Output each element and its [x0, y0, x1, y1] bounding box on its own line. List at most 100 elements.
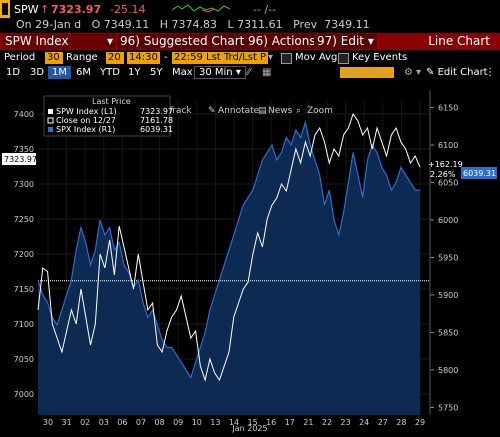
settings-icon[interactable]: ⚙ — [404, 67, 413, 78]
interval-select[interactable]: 30 Min ▾ — [194, 66, 246, 79]
chart-type-title: Line Chart — [428, 34, 490, 48]
index-label[interactable]: SPW Index ▾ — [2, 34, 117, 49]
sparkline-icon — [172, 4, 231, 13]
menu-bar: SPW Index ▾ 96) Suggested Charts ▾ 96) A… — [0, 33, 500, 50]
range-label: Range — [66, 52, 98, 63]
price-change: -25.14 — [110, 3, 146, 16]
left-tick-label: 7350 — [14, 145, 34, 154]
tab-ytd[interactable]: YTD — [100, 67, 120, 78]
chevron-down-icon[interactable]: ▾ — [268, 52, 274, 63]
legend-swatch-spx — [48, 127, 53, 132]
left-tick-label: 7400 — [14, 110, 34, 119]
x-tick-label: 07 — [136, 418, 146, 427]
x-tick-label: 28 — [396, 418, 406, 427]
x-tick-label: 30 — [43, 418, 53, 427]
legend-swatch-close — [47, 117, 54, 124]
x-tick-label: 24 — [359, 418, 369, 427]
price-chart[interactable]: 7000 7050 7100 7150 7200 7250 7300 7350 7400 575… — [0, 78, 500, 437]
tab-1y[interactable]: 1Y — [128, 67, 141, 78]
mov-avgs-checkbox[interactable] — [281, 53, 292, 64]
chevron-down-icon: ▾ — [106, 34, 113, 48]
zoom-tool[interactable]: Zoom — [307, 106, 333, 116]
range-input[interactable]: 20 — [106, 52, 124, 64]
change-pct-annotation: 2.26% — [430, 170, 456, 179]
key-events-checkbox[interactable] — [338, 53, 349, 64]
symbol[interactable]: SPW — [14, 3, 39, 16]
chevron-down-icon: ▾ — [367, 34, 374, 48]
spw-series-line — [37, 112, 421, 382]
x-tick-label: 15 — [248, 418, 258, 427]
spx-current-badge — [461, 167, 497, 179]
chevron-down-icon: ▾ — [235, 67, 241, 78]
right-tick-label: 5900 — [438, 291, 458, 300]
last-price: 7323.97 — [51, 3, 102, 16]
time-to-input[interactable]: 22:59 — [172, 52, 205, 64]
tab-max[interactable]: Max — [172, 67, 193, 78]
legend-value-spw: 7323.97 — [140, 107, 173, 116]
mov-avgs-label: Mov Avgs — [295, 52, 343, 63]
spx-current-label: 6039.31 — [463, 169, 496, 178]
right-tick-label: 5950 — [438, 254, 458, 263]
pencil-icon: ✎ — [208, 106, 216, 116]
right-axis: 5750 5800 5850 5900 5950 6000 6050 6100 6150 — [429, 90, 458, 415]
line-style-icon[interactable]: ⁄⁄ — [247, 67, 251, 78]
x-tick-label: 13 — [210, 418, 220, 427]
right-tick-label: 6100 — [438, 141, 458, 150]
tab-5y[interactable]: 5Y — [150, 67, 163, 78]
key-events-label: Key Events — [352, 52, 408, 63]
x-tick-label: 03 — [99, 418, 109, 427]
edit-chart-button[interactable]: ✎ Edit Chart — [426, 67, 488, 78]
bid-ask-placeholder: -- /-- — [253, 3, 277, 16]
ohlc-line: On 29-Jan d O 7349.11 H 7374.83 L 7311.6… — [0, 18, 500, 46]
legend-label-close: Close on 12/27 — [56, 116, 116, 125]
annotate-tool[interactable]: Annotate — [218, 106, 260, 116]
news-icon: ▤ — [258, 106, 267, 116]
tab-6m[interactable]: 6M — [76, 67, 91, 78]
add-data-input[interactable]: Add Data — [340, 67, 394, 78]
track-tool[interactable]: Track — [167, 106, 192, 116]
chevron-down-icon[interactable]: ▾ — [416, 67, 422, 78]
time-from-input[interactable]: 14:30 — [127, 52, 160, 64]
x-tick-label: 06 — [117, 418, 127, 427]
left-tick-label: 7250 — [14, 215, 34, 224]
trend-arrow-icon: ↑ — [40, 3, 50, 16]
x-tick-label: 31 — [62, 418, 72, 427]
left-tick-label: 7050 — [14, 355, 34, 364]
right-tick-label: 6000 — [438, 216, 458, 225]
left-tick-label: 7200 — [14, 250, 34, 259]
right-tick-label: 6150 — [438, 104, 458, 113]
x-tick-label: 27 — [378, 418, 388, 427]
ohlc-text: On 29-Jan d O 7349.11 H 7374.83 L 7311.6… — [16, 18, 370, 31]
x-tick-label: 10 — [192, 418, 202, 427]
timeframe-tabs: 1D 3D 1M 6M YTD 1Y 5Y Max 30 Min ▾ ⁄⁄ ▦ … — [0, 66, 500, 79]
change-annotation: +162.19 — [428, 160, 463, 169]
actions-menu[interactable]: 96) Actions ▾ — [245, 34, 330, 49]
x-tick-label: 23 — [341, 418, 351, 427]
ticker-badge-icon — [0, 0, 10, 18]
price-type-select[interactable]: Lst Trd/Lst P — [204, 52, 269, 64]
grid-icon[interactable]: ▦ — [262, 67, 272, 78]
period-label: Period — [4, 52, 36, 63]
tab-3d[interactable]: 3D — [30, 67, 45, 78]
legend-title: Last Price — [92, 97, 131, 106]
left-tick-label: 7150 — [14, 285, 34, 294]
x-tick-label: 22 — [322, 418, 332, 427]
tab-1d[interactable]: 1D — [6, 67, 21, 78]
right-tick-label: 5800 — [438, 366, 458, 375]
legend-value-spx: 6039.31 — [140, 125, 173, 134]
left-tick-label: 7000 — [14, 390, 34, 399]
x-tick-label: 16 — [266, 418, 276, 427]
legend-label-spw: SPW Index (L1) — [56, 107, 117, 116]
x-axis: 30 31 02 03 06 07 08 09 10 13 14 15 16 17 21 22 23 24 27 28… — [43, 418, 425, 427]
tab-1m[interactable]: 1M — [48, 66, 71, 79]
more-icon[interactable]: ⋮ — [485, 67, 495, 78]
left-axis: 7000 7050 7100 7150 7200 7250 7300 7350 7400 — [14, 110, 34, 399]
news-tool[interactable]: News — [268, 106, 293, 116]
suggested-charts-menu[interactable]: 96) Suggested Charts ▾ — [117, 34, 265, 49]
x-tick-label: 09 — [173, 418, 183, 427]
legend-swatch-spw — [48, 109, 53, 114]
period-input[interactable]: 30 — [45, 52, 63, 64]
spx-series-line — [37, 120, 421, 379]
edit-menu[interactable]: 97) Edit ▾ — [314, 34, 378, 49]
x-tick-label: 02 — [80, 418, 90, 427]
